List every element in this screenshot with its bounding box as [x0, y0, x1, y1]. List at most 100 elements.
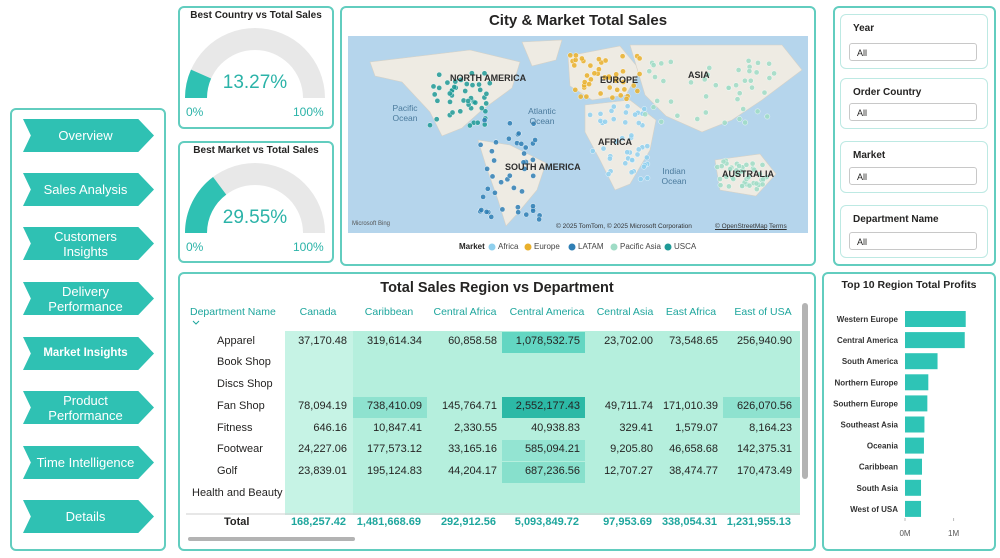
slicer-dropdown[interactable]: All [849, 232, 977, 250]
map-dot [650, 104, 657, 110]
row-label: Footwear [217, 443, 263, 455]
map-dot [749, 84, 755, 91]
map-dot [704, 71, 711, 78]
table-header[interactable]: Caribbean [364, 306, 414, 318]
gauge-track [185, 163, 325, 233]
table-header[interactable]: Central Asia [596, 306, 654, 318]
slicer-dropdown[interactable]: All [849, 43, 977, 61]
map-dot [753, 69, 760, 76]
map-dot [694, 116, 701, 122]
map-dot [745, 58, 752, 64]
map-label: AFRICA [598, 137, 632, 147]
table-header[interactable]: Central America [509, 306, 585, 318]
table-cell: 37,170.48 [298, 335, 347, 347]
gauge-value: 29.55% [222, 207, 288, 228]
slicer-dropdown[interactable]: All [849, 167, 977, 185]
map-dot [431, 91, 438, 98]
map-dot [577, 93, 584, 100]
map-dot [530, 203, 536, 209]
bar [905, 458, 922, 475]
table-cell: 171,010.39 [662, 400, 718, 412]
table-cell: 738,410.09 [366, 400, 422, 412]
slicer[interactable]: Year All [840, 14, 988, 69]
nav-button[interactable]: Delivery Performance [23, 282, 154, 315]
y-tick-label: South Asia [857, 484, 899, 493]
table-shading [285, 331, 353, 515]
table-cell: 40,938.83 [531, 422, 580, 434]
row-label: Fitness [217, 422, 253, 434]
slicer[interactable]: Order Country All [840, 78, 988, 129]
map-dot [766, 75, 773, 81]
table-header[interactable]: Canada [299, 306, 337, 318]
nav-button[interactable]: Sales Analysis [23, 173, 154, 206]
map-dot [646, 68, 653, 74]
map-label: Atlantic Ocean [528, 106, 556, 126]
nav-button[interactable]: Overview [23, 119, 154, 152]
table-header[interactable]: Central Africa [433, 306, 497, 318]
map-dot [477, 87, 484, 93]
horizontal-scrollbar [188, 537, 355, 541]
map-link[interactable]: Terms [769, 223, 787, 230]
map-dot [444, 79, 451, 86]
gauge-title: Best Market vs Total Sales [193, 145, 319, 156]
map-dot [751, 166, 758, 173]
map-dot [515, 209, 522, 215]
row-label: Fan Shop [217, 400, 265, 412]
map-dot [730, 176, 737, 182]
map-dot [713, 82, 719, 88]
map-dot [636, 120, 642, 126]
legend-label: Africa [498, 242, 519, 251]
map-dot [668, 98, 674, 105]
table-header[interactable]: Department Name [190, 306, 276, 318]
map-link[interactable]: © OpenStreetMap [715, 223, 768, 230]
table-header[interactable]: East of USA [734, 306, 792, 318]
map-dot [749, 160, 756, 167]
map-dot [745, 174, 752, 181]
map-dot [430, 83, 437, 90]
gauge-title: Best Country vs Total Sales [190, 10, 322, 21]
map-dot [463, 81, 470, 87]
map-dot [451, 84, 458, 90]
map-dot [644, 175, 651, 181]
table-header[interactable]: East Africa [665, 306, 717, 318]
slicer[interactable]: Department Name All [840, 205, 988, 258]
map-dot [493, 139, 499, 146]
legend-swatch [568, 243, 576, 251]
map-dot [766, 60, 772, 67]
legend-swatch [664, 243, 672, 251]
map-dot [634, 88, 641, 94]
map-dot [567, 52, 574, 59]
map-title: City & Market Total Sales [488, 12, 668, 29]
bar [905, 374, 929, 391]
map-dot [536, 216, 542, 223]
table-cell: 60,858.58 [448, 335, 497, 347]
map-dot [484, 185, 491, 192]
slicer-label: Order Country [853, 87, 922, 98]
slicer-dropdown[interactable]: All [849, 103, 977, 121]
nav-button[interactable]: Product Performance [23, 391, 154, 424]
slicer[interactable]: Market All [840, 141, 988, 193]
table-cell: 24,227.06 [298, 443, 347, 455]
nav-button[interactable]: Time Intelligence [23, 446, 154, 479]
map-dot [742, 119, 749, 126]
table-cell: 1,579.07 [675, 422, 718, 434]
map-dot [623, 109, 629, 116]
gauge-max: 100% [293, 240, 324, 254]
bar [905, 332, 965, 349]
map-dot [706, 65, 713, 71]
y-tick-label: Western Europe [837, 315, 899, 324]
table-cell: 23,839.01 [298, 465, 347, 477]
nav-button[interactable]: Details [23, 500, 154, 533]
nav-button[interactable]: Market Insights [23, 337, 154, 370]
map-dot [477, 141, 484, 148]
legend-label: Europe [534, 242, 560, 251]
map-dot [523, 211, 530, 218]
map-label: AUSTRALIA [722, 169, 774, 179]
nav-button[interactable]: Customers Insights [23, 227, 154, 260]
map-label: NORTH AMERICA [450, 73, 527, 83]
table-cell: 78,094.19 [298, 400, 347, 412]
map-dot [608, 108, 615, 114]
map-dot [483, 209, 490, 215]
map-dot [652, 74, 658, 80]
